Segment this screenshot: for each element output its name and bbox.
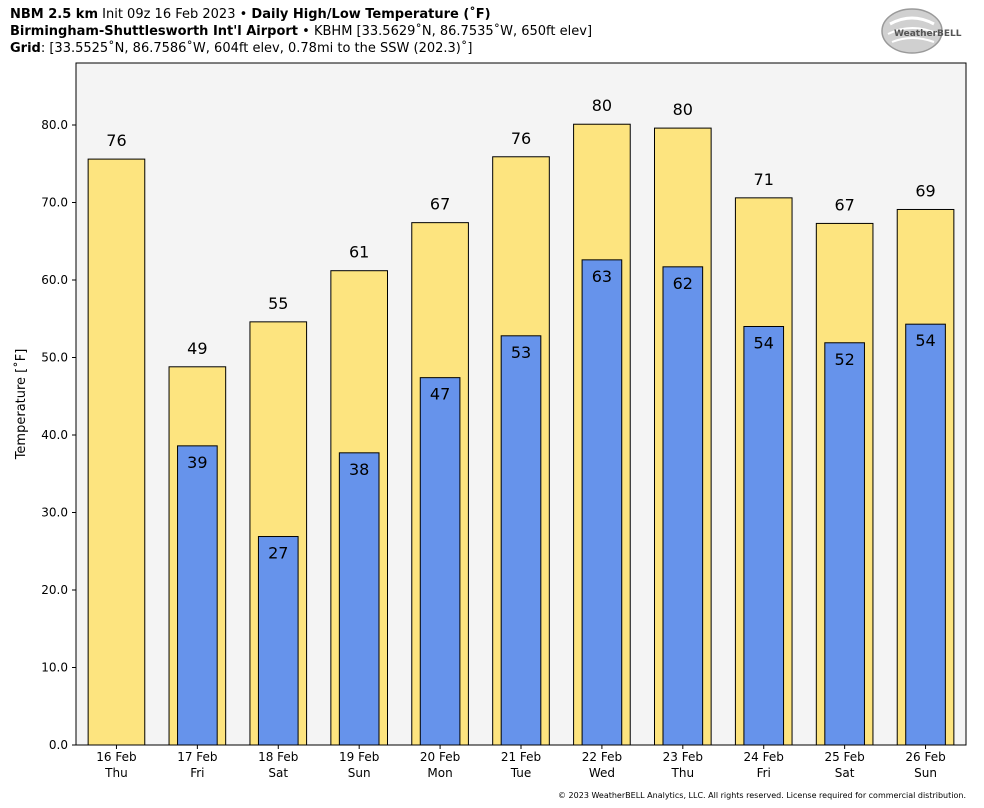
low-bar [662,266,704,746]
x-tick-day: Thu [104,766,128,780]
low-bar [257,536,299,746]
low-bar [581,259,623,746]
y-tick-label: 30.0 [41,506,68,520]
header-line-1: NBM 2.5 km Init 09z 16 Feb 2023 • Daily … [10,6,592,23]
low-bar [500,335,542,746]
x-tick-day: Tue [510,766,532,780]
low-value-label: 54 [915,331,935,350]
x-tick-day: Fri [757,766,771,780]
x-tick-day: Wed [589,766,615,780]
init-time: Init 09z 16 Feb 2023 [102,7,236,22]
chart-header: NBM 2.5 km Init 09z 16 Feb 2023 • Daily … [10,6,592,57]
weatherbell-logo: WeatherBELL [881,8,962,54]
header-line-2: Birmingham-Shuttlesworth Int'l Airport •… [10,23,592,40]
low-bar [338,452,380,746]
high-value-label: 80 [673,100,693,119]
low-value-label: 52 [834,350,854,369]
x-tick-date: 16 Feb [96,750,136,764]
low-value-label: 63 [592,267,612,286]
y-tick-label: 60.0 [41,273,68,287]
x-tick-day: Fri [190,766,204,780]
y-tick-label: 40.0 [41,428,68,442]
y-tick-label: 50.0 [41,351,68,365]
low-value-label: 39 [187,453,207,472]
header-line-3: Grid: [33.5525˚N, 86.7586˚W, 604ft elev,… [10,40,592,57]
high-value-label: 80 [592,96,612,115]
x-tick-date: 26 Feb [905,750,945,764]
logo-text: WeatherBELL [894,29,962,39]
x-tick-day: Sat [835,766,855,780]
x-tick-day: Sun [914,766,937,780]
y-axis: 0.0 10.0 20.0 30.0 40.0 50.0 60.0 70.0 80.0 [41,118,76,752]
x-tick-date: 24 Feb [744,750,784,764]
grid-info: : [33.5525˚N, 86.7586˚W, 604ft elev, 0.7… [40,41,473,56]
y-tick-label: 20.0 [41,583,68,597]
y-tick-label: 70.0 [41,196,68,210]
x-tick-date: 17 Feb [177,750,217,764]
high-value-label: 49 [187,339,207,358]
x-tick-day: Thu [671,766,695,780]
low-value-label: 62 [673,274,693,293]
low-temperature-bars [177,259,946,746]
y-tick-label: 80.0 [41,118,68,132]
low-bar [177,445,218,746]
low-value-label: 27 [268,544,288,563]
grid-label: Grid [10,41,41,56]
x-tick-date: 22 Feb [582,750,622,764]
high-value-label: 55 [268,294,288,313]
y-axis-label: Temperature [˚F] [13,349,29,461]
x-tick-date: 25 Feb [824,750,864,764]
high-value-label: 67 [834,195,854,214]
x-tick-day: Mon [427,766,452,780]
separator: • [302,24,310,39]
x-tick-date: 20 Feb [420,750,460,764]
x-tick-day: Sat [268,766,288,780]
low-value-label: 47 [430,385,450,404]
x-tick-day: Sun [348,766,371,780]
low-bar [419,377,461,746]
low-bar [743,326,785,746]
high-bar [87,158,146,746]
data-labels: 76 49 39 55 27 61 38 67 47 76 53 80 63 80 62 71 54 67 52 69… [106,96,935,562]
station-info: KBHM [33.5629˚N, 86.7535˚W, 650ft elev] [313,24,593,39]
model-name: NBM 2.5 km [10,7,98,22]
high-value-label: 76 [511,129,531,148]
separator: • [239,7,248,22]
low-bar [824,342,865,746]
high-value-label: 76 [106,131,126,150]
y-tick-label: 0.0 [49,738,68,752]
low-value-label: 38 [349,460,369,479]
high-value-label: 71 [754,170,774,189]
station-name: Birmingham-Shuttlesworth Int'l Airport [10,24,299,39]
copyright-notice: © 2023 WeatherBELL Analytics, LLC. All r… [558,791,966,800]
high-value-label: 69 [915,181,935,200]
x-tick-date: 19 Feb [339,750,379,764]
y-tick-label: 10.0 [41,661,68,675]
low-value-label: 53 [511,343,531,362]
product-title: Daily High/Low Temperature (˚F) [251,7,491,22]
x-tick-date: 21 Feb [501,750,541,764]
low-value-label: 54 [754,334,774,353]
x-tick-date: 23 Feb [663,750,703,764]
high-value-label: 61 [349,243,369,262]
x-tick-date: 18 Feb [258,750,298,764]
low-bar [905,323,946,746]
high-value-label: 67 [430,195,450,214]
x-axis: 16 Feb Thu 17 Feb Fri 18 Feb Sat 19 Feb Sun 20 F… [96,745,946,780]
